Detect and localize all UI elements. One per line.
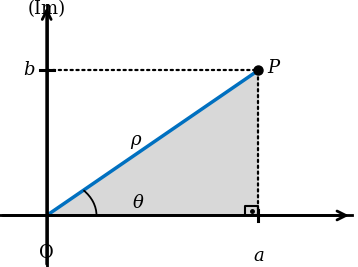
Text: ρ: ρ — [130, 131, 141, 150]
Text: (Im): (Im) — [28, 0, 66, 18]
Polygon shape — [47, 70, 258, 215]
Text: b: b — [23, 61, 34, 79]
Text: θ: θ — [133, 194, 144, 211]
Text: O: O — [39, 244, 54, 262]
Text: a: a — [253, 247, 264, 265]
Text: P: P — [268, 59, 280, 77]
